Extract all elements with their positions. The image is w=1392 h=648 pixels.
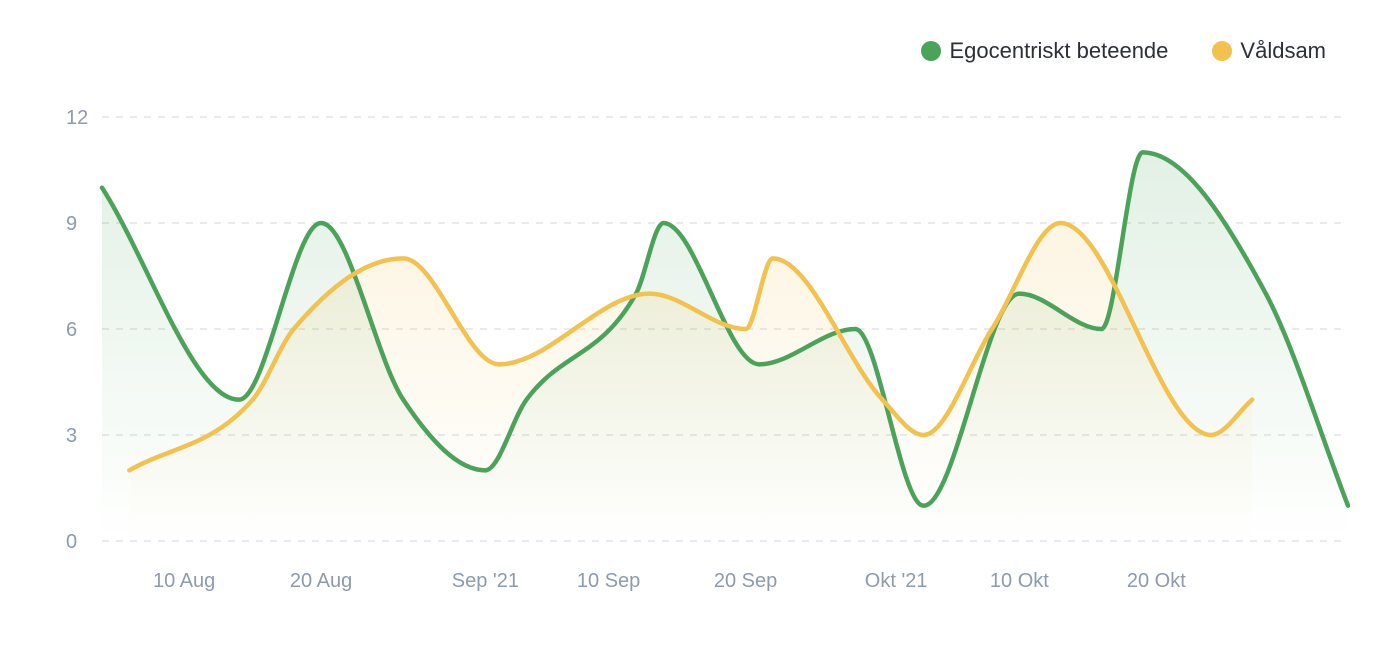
y-tick-label: 9 [66,213,77,235]
series-line-egocentriskt[interactable] [99,150,1351,508]
data-point-valdsam[interactable] [1054,217,1066,229]
data-point-egocentriskt[interactable] [1260,288,1272,300]
data-point-valdsam[interactable] [740,323,752,335]
y-tick-label: 12 [66,107,88,129]
data-point-egocentriskt[interactable] [96,182,108,194]
area-valdsam [129,223,1253,541]
x-tick-label: 10 Sep [577,570,640,592]
legend-dot-egocentriskt [921,41,942,61]
data-point-egocentriskt[interactable] [233,394,245,406]
x-tick-label: Okt '21 [865,570,928,592]
data-point-valdsam[interactable] [986,323,998,335]
data-point-egocentriskt[interactable] [397,394,409,406]
data-point-valdsam[interactable] [288,323,300,335]
x-tick-label: 20 Sep [714,570,777,592]
x-tick-label: 10 Okt [990,570,1049,592]
data-point-valdsam[interactable] [1246,394,1258,406]
data-point-valdsam[interactable] [493,358,505,370]
data-point-egocentriskt[interactable] [1013,288,1025,300]
legend-label-egocentriskt: Egocentriskt beteende [949,38,1169,63]
data-point-egocentriskt[interactable] [520,394,532,406]
data-point-egocentriskt[interactable] [753,358,765,370]
data-point-valdsam[interactable] [767,252,779,264]
legend-item-valdsam[interactable]: Våldsam [1212,38,1326,64]
data-point-valdsam[interactable] [1205,429,1217,441]
legend-dot-valdsam [1212,41,1233,61]
data-point-egocentriskt[interactable] [849,323,861,335]
data-point-egocentriskt[interactable] [1137,146,1149,158]
y-tick-label: 0 [66,531,77,553]
data-point-egocentriskt[interactable] [630,288,642,300]
x-tick-label: 20 Aug [290,570,352,592]
data-point-valdsam[interactable] [644,288,656,300]
data-point-valdsam[interactable] [123,464,135,476]
data-point-valdsam[interactable] [247,394,259,406]
data-point-egocentriskt[interactable] [1096,323,1108,335]
series-line-valdsam[interactable] [127,220,1255,473]
data-point-egocentriskt[interactable] [315,217,327,229]
data-point-valdsam[interactable] [397,252,409,264]
data-point-egocentriskt[interactable] [1342,500,1354,512]
data-point-egocentriskt[interactable] [918,500,930,512]
data-point-valdsam[interactable] [876,394,888,406]
chart-legend: Egocentriskt beteende Våldsam [921,38,1326,64]
x-tick-label: 20 Okt [1127,570,1186,592]
data-point-egocentriskt[interactable] [657,217,669,229]
x-tick-label: 10 Aug [153,570,215,592]
y-tick-label: 3 [66,425,77,447]
y-tick-label: 6 [66,319,77,341]
legend-label-valdsam: Våldsam [1240,38,1326,63]
data-point-egocentriskt[interactable] [479,464,491,476]
data-point-valdsam[interactable] [918,429,930,441]
x-tick-label: Sep '21 [452,570,519,592]
legend-item-egocentriskt[interactable]: Egocentriskt beteende [921,38,1168,64]
